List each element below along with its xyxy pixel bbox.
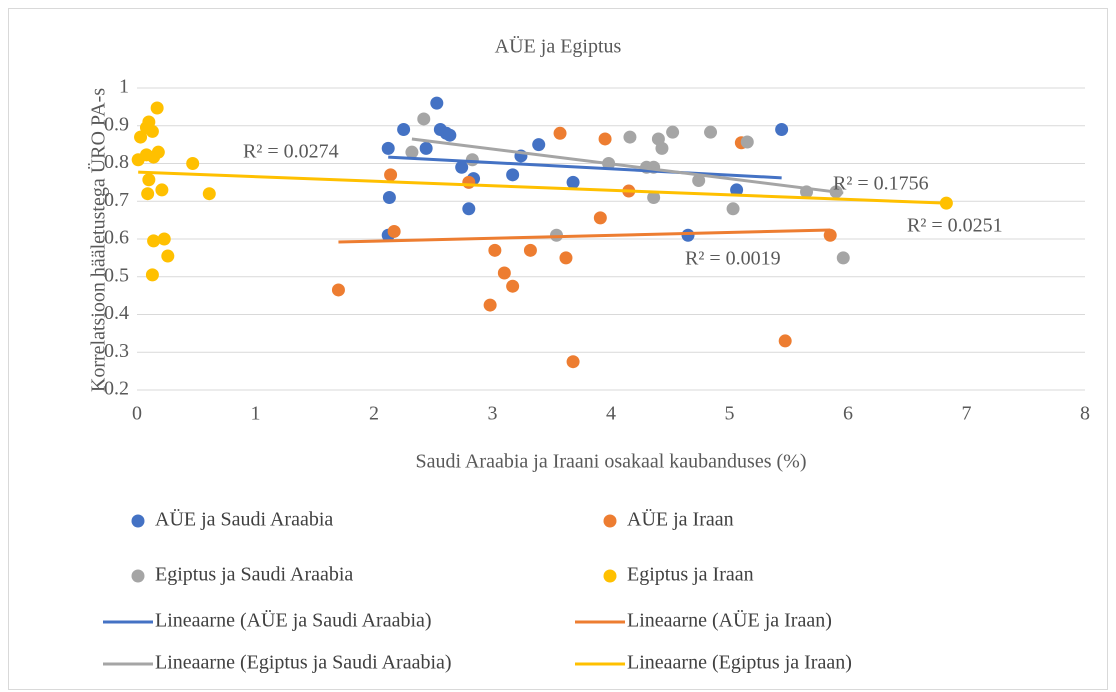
trendline — [411, 137, 844, 195]
point — [681, 228, 695, 242]
point — [331, 283, 345, 297]
y-tick-label: 1 — [119, 76, 129, 98]
point — [381, 141, 395, 155]
legend-label: Lineaarne (Egiptus ja Iraan) — [627, 652, 852, 674]
point — [823, 228, 837, 242]
point — [462, 202, 476, 216]
trendline — [138, 170, 947, 205]
point — [186, 157, 200, 170]
legend-label: Lineaarne (Egiptus ja Saudi Araabia) — [155, 652, 452, 674]
point — [566, 355, 580, 369]
point — [157, 232, 171, 246]
point — [134, 130, 148, 144]
x-tick-label: 3 — [488, 403, 498, 425]
y-tick-label: 0.3 — [104, 340, 129, 362]
point — [202, 187, 216, 201]
point — [151, 145, 165, 159]
point — [553, 126, 567, 140]
point — [726, 202, 740, 216]
x-tick-label: 5 — [725, 403, 735, 425]
point — [775, 123, 789, 137]
point — [397, 123, 411, 137]
x-axis-label: Saudi Araabia ja Iraani osakaal kaubandu… — [416, 451, 807, 473]
point — [462, 175, 476, 189]
y-tick-label: 0.5 — [104, 264, 129, 286]
y-tick-label: 0.2 — [104, 378, 129, 400]
point — [145, 268, 159, 282]
point — [836, 251, 850, 265]
point — [647, 190, 661, 204]
x-tick-label: 2 — [369, 403, 379, 425]
point — [506, 168, 520, 182]
legend-marker — [603, 514, 617, 528]
r-squared-label: R² = 0.0274 — [243, 141, 339, 163]
legend-marker — [131, 514, 145, 528]
point — [382, 190, 396, 204]
legend-marker — [603, 569, 617, 583]
point — [740, 135, 754, 149]
point — [419, 141, 433, 155]
point — [532, 138, 546, 152]
x-tick-label: 0 — [132, 403, 142, 425]
point — [150, 101, 164, 115]
legend-label: AÜE ja Saudi Araabia — [155, 508, 333, 531]
point — [566, 175, 580, 189]
point — [465, 153, 479, 167]
r-squared-label: R² = 0.0019 — [685, 248, 781, 270]
y-tick-label: 0.7 — [104, 189, 129, 211]
legend-label: Lineaarne (AÜE ja Iraan) — [627, 609, 832, 632]
point — [655, 141, 669, 155]
point — [430, 96, 444, 110]
r-squared-label: R² = 0.0251 — [907, 215, 1003, 237]
y-tick-label: 0.9 — [104, 113, 129, 135]
point — [142, 173, 156, 187]
point — [155, 183, 169, 197]
y-tick-label: 0.6 — [104, 227, 129, 249]
point — [704, 125, 718, 139]
point — [147, 234, 161, 248]
point — [506, 279, 520, 293]
x-tick-label: 4 — [606, 403, 616, 425]
point — [598, 132, 612, 146]
trendline — [338, 228, 831, 244]
trendline — [388, 155, 782, 180]
point — [666, 125, 680, 139]
point — [778, 334, 792, 348]
x-tick-label: 8 — [1080, 403, 1090, 425]
r-squared-label: R² = 0.1756 — [833, 173, 929, 195]
point — [488, 243, 502, 257]
chart-border — [8, 8, 1108, 690]
legend-label: Egiptus ja Iraan — [627, 564, 754, 586]
point — [692, 173, 706, 187]
y-axis-label: Korrelatsioon hääletustega ÜRO PA-s — [87, 88, 110, 392]
point — [141, 187, 155, 201]
x-tick-label: 7 — [962, 403, 972, 425]
point — [483, 298, 497, 312]
point — [455, 160, 469, 174]
point — [145, 124, 159, 138]
legend-marker — [131, 569, 145, 583]
point — [387, 224, 401, 238]
point — [161, 249, 175, 263]
point — [593, 211, 607, 225]
x-tick-label: 6 — [843, 403, 853, 425]
y-tick-label: 0.8 — [104, 151, 129, 173]
point — [405, 145, 419, 159]
legend-label: AÜE ja Iraan — [627, 508, 734, 531]
point — [417, 112, 431, 126]
point — [730, 183, 744, 197]
point — [497, 266, 511, 280]
point — [443, 128, 457, 142]
legend-label: Lineaarne (AÜE ja Saudi Araabia) — [155, 609, 432, 632]
chart-title: AÜE ja Egiptus — [495, 35, 622, 58]
point — [623, 130, 637, 144]
point — [384, 168, 398, 182]
y-tick-label: 0.4 — [104, 302, 129, 324]
point — [559, 251, 573, 265]
x-tick-label: 1 — [251, 403, 261, 425]
point — [523, 243, 537, 257]
legend-label: Egiptus ja Saudi Araabia — [155, 564, 353, 586]
